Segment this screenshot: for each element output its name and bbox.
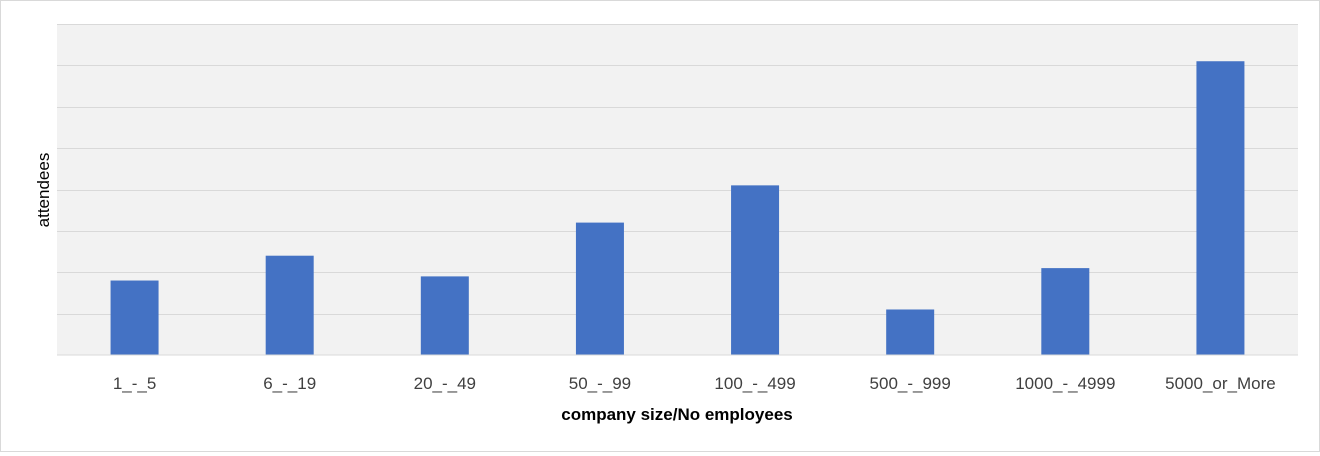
x-tick-label: 5000_or_More xyxy=(1165,374,1276,393)
plot-area xyxy=(57,24,1298,355)
bars xyxy=(110,61,1245,356)
bar-1000_-_4999 xyxy=(1041,268,1090,355)
x-tick-label: 500_-_999 xyxy=(870,374,951,393)
bar-5000_or_More xyxy=(1196,61,1245,356)
x-tick-label: 50_-_99 xyxy=(569,374,631,393)
x-tick-labels: 1_-_5 6_-_19 20_-_49 50_-_99 100_-_499 500_-_… xyxy=(113,374,1276,393)
x-tick-label: 6_-_19 xyxy=(263,374,316,393)
bar-20_-_49 xyxy=(420,276,469,355)
x-axis-title: company size/No employees xyxy=(561,405,792,424)
bar-6_-_19 xyxy=(265,255,314,355)
bar-1_-_5 xyxy=(110,280,159,355)
gridlines xyxy=(57,24,1298,315)
y-axis-title: attendees xyxy=(34,153,53,228)
bar-500_-_999 xyxy=(886,309,935,355)
bar-100_-_499 xyxy=(731,185,780,355)
x-tick-label: 1_-_5 xyxy=(113,374,156,393)
bar-50_-_99 xyxy=(575,222,624,355)
x-tick-label: 1000_-_4999 xyxy=(1015,374,1115,393)
x-tick-label: 20_-_49 xyxy=(414,374,476,393)
x-tick-label: 100_-_499 xyxy=(714,374,795,393)
